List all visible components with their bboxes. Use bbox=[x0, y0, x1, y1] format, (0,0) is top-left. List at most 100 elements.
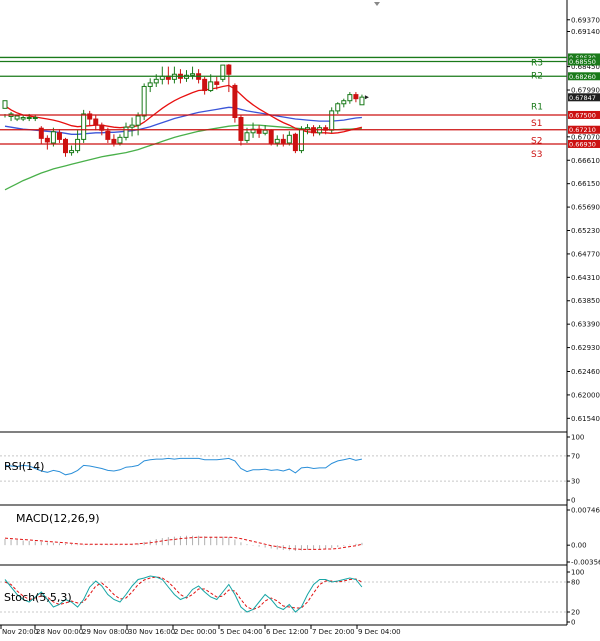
candle-body bbox=[20, 117, 26, 120]
candle-body bbox=[105, 130, 111, 140]
candle-body bbox=[208, 81, 214, 92]
candle-body bbox=[135, 115, 141, 126]
level-price-tag-r3 bbox=[568, 53, 600, 62]
macd-tick-label: 0.00 bbox=[571, 542, 587, 550]
candle-body bbox=[38, 127, 44, 139]
level-name-s3: S3 bbox=[531, 150, 542, 160]
candle-body bbox=[2, 100, 8, 109]
level-name-s1: S1 bbox=[531, 119, 542, 129]
candle-body bbox=[14, 115, 20, 120]
candle-body bbox=[202, 78, 208, 92]
candle-body bbox=[238, 117, 244, 141]
price-tick-label: 0.67070 bbox=[571, 133, 600, 141]
rsi-tick-label: 30 bbox=[571, 478, 580, 486]
rsi-tick-label: 100 bbox=[571, 434, 584, 442]
candle-body bbox=[93, 118, 99, 126]
candle-body bbox=[111, 138, 117, 144]
level-price-label-s1: 0.67500 bbox=[569, 111, 596, 119]
level-name-s2: S2 bbox=[531, 137, 542, 147]
price-tick-label: 0.66610 bbox=[571, 157, 600, 165]
candle-body bbox=[123, 126, 129, 138]
candle-body bbox=[262, 129, 268, 134]
level-price-tag-s3 bbox=[568, 139, 600, 148]
candle-body bbox=[280, 138, 286, 144]
candle-body bbox=[75, 138, 81, 152]
level-price-tag-s2 bbox=[568, 125, 600, 134]
candle-body bbox=[117, 136, 123, 144]
current-price-tag bbox=[568, 93, 600, 102]
level-price-tag-r1 bbox=[568, 72, 600, 81]
candle-body bbox=[153, 78, 159, 84]
level-price-tag-s1 bbox=[568, 110, 600, 119]
stoch-tick-label: 100 bbox=[571, 569, 584, 577]
candle-body bbox=[190, 73, 196, 76]
stoch-tick-label: 20 bbox=[571, 609, 580, 617]
candle-body bbox=[329, 110, 335, 131]
ema-mid-line bbox=[4, 106, 362, 135]
stoch-signal-line bbox=[4, 576, 363, 611]
price-tick-label: 0.64770 bbox=[571, 250, 600, 258]
price-tick-label: 0.66150 bbox=[571, 180, 600, 188]
candle-body bbox=[244, 132, 250, 141]
price-tick-label: 0.61540 bbox=[571, 415, 600, 423]
candle-body bbox=[69, 150, 75, 154]
time-tick-label: 29 Nov 08:00 bbox=[82, 628, 129, 636]
price-tick-label: 0.62000 bbox=[571, 391, 600, 399]
rsi-tick-label: 0 bbox=[571, 497, 575, 505]
candle-body bbox=[50, 131, 56, 144]
candle-body bbox=[81, 113, 87, 140]
level-price-label-r2: 0.68550 bbox=[569, 58, 596, 66]
time-tick-label: 5 Dec 04:00 bbox=[220, 628, 263, 636]
time-tick-label: 6 Dec 12:00 bbox=[266, 628, 309, 636]
candle-body bbox=[56, 132, 62, 140]
current-price-marker bbox=[364, 95, 369, 100]
level-price-tag-r2 bbox=[568, 57, 600, 66]
level-name-r2: R2 bbox=[531, 72, 543, 82]
price-tick-label: 0.64310 bbox=[571, 274, 600, 282]
time-tick-label: 7 Dec 20:00 bbox=[312, 628, 355, 636]
candle-body bbox=[268, 129, 274, 144]
price-tick-label: 0.69370 bbox=[571, 16, 600, 24]
rsi-tick-label: 70 bbox=[571, 452, 580, 460]
macd-signal-line bbox=[4, 536, 363, 550]
candle-body bbox=[292, 133, 298, 152]
candle-body bbox=[141, 85, 147, 117]
candle-body bbox=[232, 84, 238, 119]
macd-tick-label: 0.007464 bbox=[571, 507, 600, 515]
candle-body bbox=[305, 127, 310, 130]
candle-body bbox=[341, 100, 347, 105]
level-name-r1: R1 bbox=[531, 102, 543, 112]
candle-body bbox=[214, 81, 220, 85]
time-tick-label: 2 Dec 00:00 bbox=[174, 628, 217, 636]
candle-body bbox=[359, 96, 365, 106]
candle-body bbox=[226, 64, 232, 75]
candle-body bbox=[286, 134, 292, 144]
time-tick-label: Nov 20:00 bbox=[2, 628, 38, 636]
candle-body bbox=[44, 137, 50, 143]
time-tick-label: 9 Dec 04:00 bbox=[358, 628, 401, 636]
macd-label: MACD(12,26,9) bbox=[16, 512, 100, 525]
time-tick-label: 30 Nov 16:00 bbox=[128, 628, 175, 636]
time-tick-label: 28 Nov 00:00 bbox=[36, 628, 83, 636]
price-tick-label: 0.67990 bbox=[571, 87, 600, 95]
current-price-label: 0.67847 bbox=[569, 94, 596, 102]
candle-body bbox=[335, 103, 341, 112]
candle-body bbox=[347, 94, 353, 102]
price-tick-label: 0.65690 bbox=[571, 204, 600, 212]
ema-fast-line bbox=[4, 84, 363, 134]
candle-body bbox=[32, 117, 38, 120]
price-tick-label: 0.68450 bbox=[571, 63, 600, 71]
rsi-line bbox=[4, 457, 362, 476]
candle-body bbox=[274, 138, 280, 144]
price-tick-label: 0.69140 bbox=[571, 28, 600, 36]
shift-marker-icon bbox=[374, 2, 380, 6]
stoch-tick-label: 80 bbox=[571, 579, 580, 587]
price-tick-label: 0.62930 bbox=[571, 344, 600, 352]
candle-body bbox=[298, 128, 304, 152]
candle-body bbox=[220, 64, 226, 80]
candle-body bbox=[63, 138, 68, 154]
price-tick-label: 0.65230 bbox=[571, 227, 600, 235]
price-tick-label: 0.62460 bbox=[571, 368, 600, 376]
level-name-r3: R3 bbox=[531, 58, 543, 68]
